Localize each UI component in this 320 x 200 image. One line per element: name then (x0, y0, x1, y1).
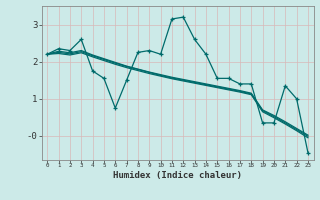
X-axis label: Humidex (Indice chaleur): Humidex (Indice chaleur) (113, 171, 242, 180)
